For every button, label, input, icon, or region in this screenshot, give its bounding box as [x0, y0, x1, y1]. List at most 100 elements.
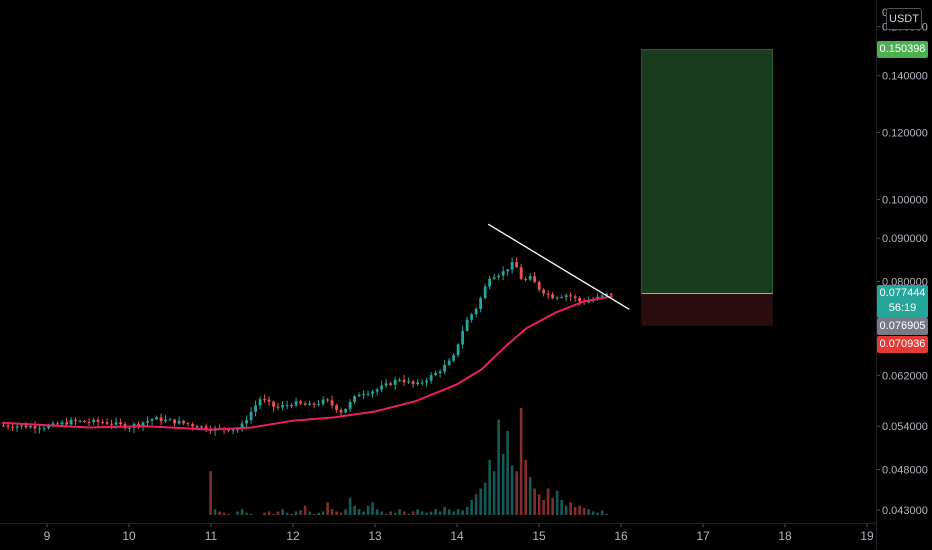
candle-body [168, 419, 172, 421]
volume-bar [465, 506, 469, 515]
volume-bar [416, 509, 419, 515]
volume-bar [587, 509, 590, 515]
candle-body [560, 297, 564, 299]
volume-bar [596, 512, 599, 515]
volume-bar [393, 512, 397, 515]
volume-bar [564, 505, 568, 515]
candle-body [51, 423, 55, 426]
volume-bar [402, 511, 406, 515]
volume-bar [312, 513, 316, 515]
volume-bar [389, 511, 392, 515]
volume-bar [303, 505, 307, 515]
descending-trendline[interactable] [487, 223, 630, 310]
candle-body [555, 297, 559, 299]
volume-bar [605, 513, 608, 515]
candle-body [38, 428, 41, 430]
candle-body [6, 425, 10, 427]
volume-bar [555, 490, 559, 515]
candle-body [29, 426, 32, 428]
candle-body [605, 293, 609, 296]
candle-body [78, 420, 82, 422]
candle-body [47, 425, 50, 429]
volume-bar [524, 459, 527, 515]
volume-bar [339, 512, 343, 515]
candle-body [533, 276, 537, 283]
candle-body [587, 300, 591, 303]
time-axis-ticks: 9 10 11 12 13 14 15 16 17 18 19 [44, 523, 874, 543]
volume-bar [479, 488, 482, 515]
candle-body [87, 421, 91, 423]
volume-bar [452, 511, 455, 515]
volume-bar [582, 508, 586, 515]
volume-bar [546, 488, 550, 515]
candle-body [609, 293, 613, 295]
moving-average-price-label: 0.076905 [877, 317, 928, 335]
volume-bar [425, 512, 428, 515]
candle-body [155, 417, 158, 420]
volume-bar [456, 509, 460, 515]
candle-body [186, 423, 190, 425]
volume-bar [578, 505, 581, 515]
volume-bar [353, 505, 356, 515]
volume-bar [537, 494, 541, 515]
volume-bar [488, 459, 491, 515]
candle-body [42, 428, 46, 430]
volume-bar [600, 510, 604, 515]
y-tick-label: 0.140000 [882, 71, 928, 83]
candle-body [96, 419, 100, 422]
candle-body [24, 425, 28, 428]
candle-body [101, 421, 104, 423]
candle-body [195, 426, 199, 428]
candle-body [173, 419, 176, 424]
candle-body [371, 391, 375, 394]
candle-body [267, 399, 271, 402]
candle-body [290, 405, 293, 407]
candle-body [159, 417, 163, 422]
volume-bar [506, 431, 509, 515]
candle-body [375, 389, 379, 392]
volume-bar [335, 511, 338, 515]
x-tick-label: 15 [532, 529, 546, 543]
candle-body [384, 383, 388, 386]
volume-bar [384, 513, 388, 515]
candle-body [420, 382, 424, 384]
volume-bar [434, 509, 437, 515]
candle-body [150, 419, 154, 421]
candle-body [492, 277, 496, 279]
candle-body [110, 423, 113, 425]
y-tick-label: 0.090000 [882, 233, 928, 245]
candle-body [105, 422, 109, 424]
candle-body [20, 425, 23, 427]
volume-bar [272, 513, 275, 515]
stop-zone[interactable] [641, 293, 773, 326]
volume-bar [267, 511, 271, 515]
candle-body [393, 380, 397, 385]
candle-body [276, 406, 280, 408]
candle-body [200, 426, 203, 428]
volume-bar [528, 477, 532, 515]
volume-bars [209, 408, 613, 515]
volume-bar [348, 497, 352, 515]
candle-body [141, 422, 145, 426]
price-axis-divider [876, 0, 877, 550]
candle-body [240, 423, 244, 430]
current-price-value: 0.077444 [879, 286, 926, 299]
x-tick-label: 11 [205, 529, 218, 543]
candle-body [524, 278, 528, 280]
candle-body [546, 293, 550, 295]
candle-body [551, 294, 555, 299]
stop-price-label: 0.070936 [877, 335, 928, 353]
target-zone[interactable] [641, 49, 773, 294]
y-tick-label: 0.120000 [882, 127, 928, 139]
candle-body [447, 360, 451, 365]
volume-bar [551, 497, 554, 515]
volume-bar [209, 471, 212, 515]
volume-bar [227, 513, 230, 515]
candle-body [308, 403, 312, 405]
currency-button[interactable]: USDT [886, 8, 922, 30]
candle-body [33, 426, 37, 429]
candle-body [452, 355, 456, 361]
volume-bar [560, 500, 563, 515]
volume-bar [411, 511, 415, 515]
